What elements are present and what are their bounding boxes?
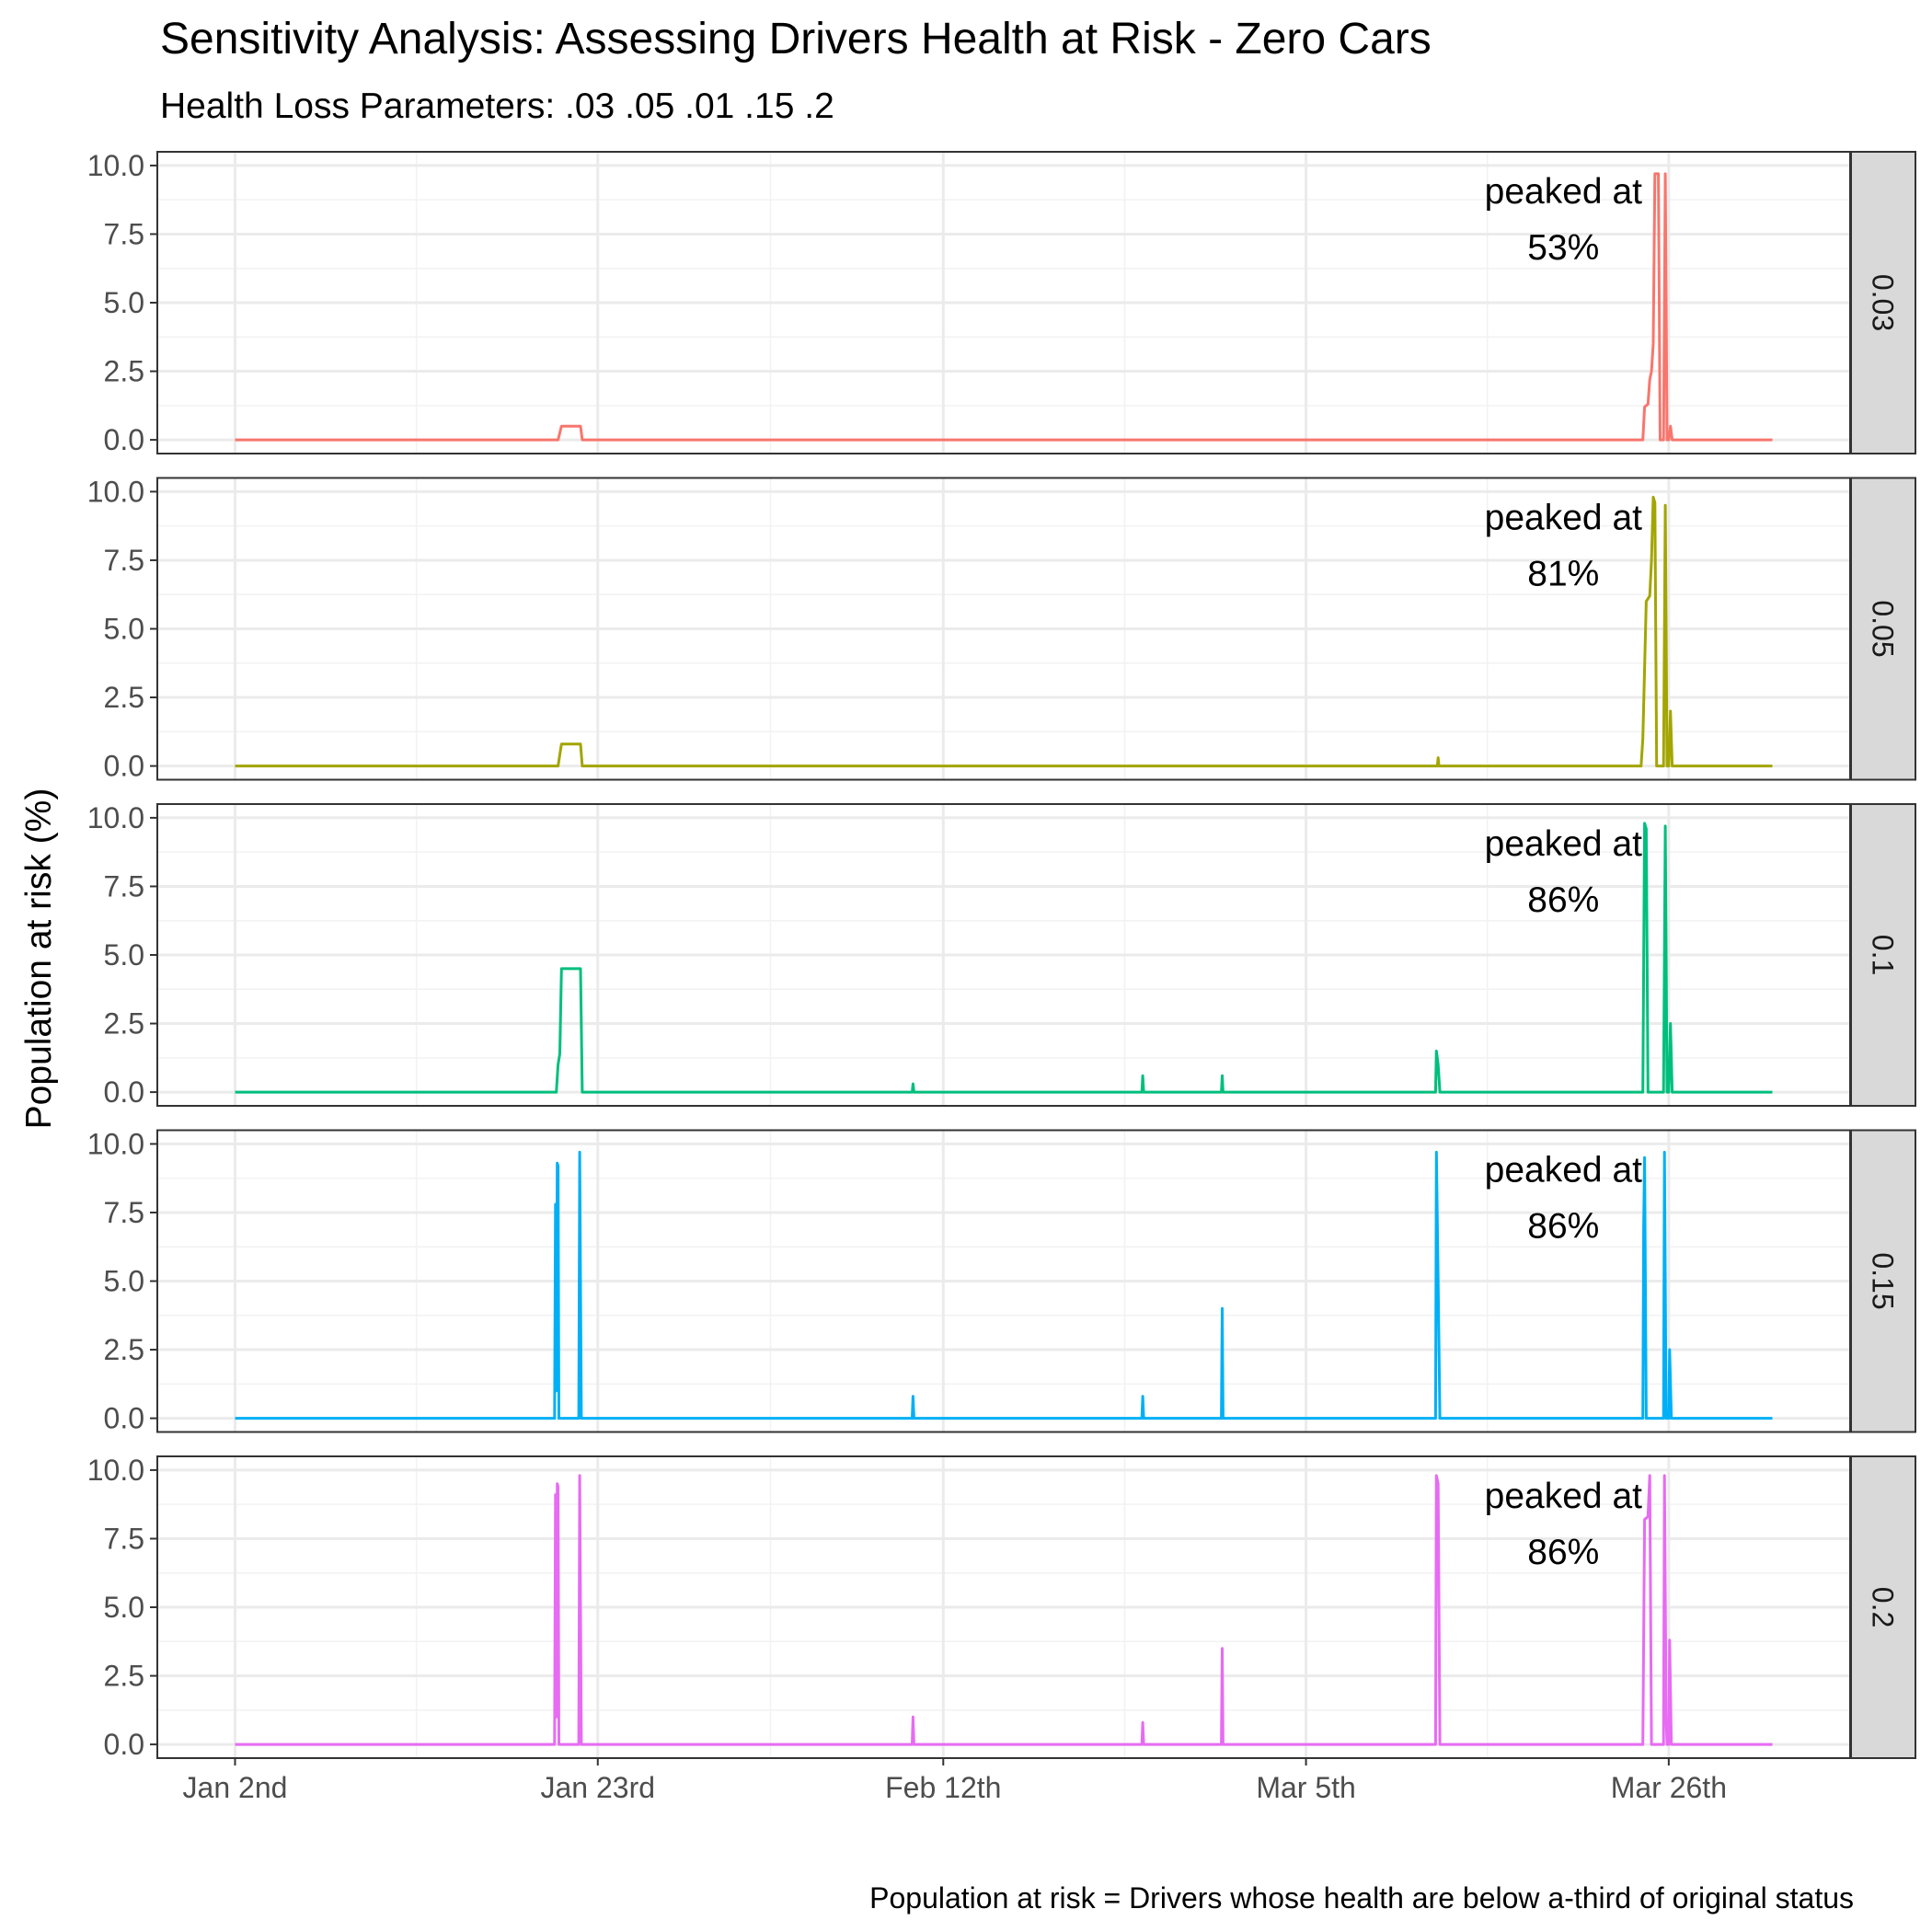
y-tick-label: 2.5 <box>104 681 144 714</box>
y-tick-label: 0.0 <box>104 423 144 456</box>
y-tick-label: 2.5 <box>104 1007 144 1041</box>
y-tick-label: 0.0 <box>104 1728 144 1761</box>
x-tick-label: Feb 12th <box>885 1771 1001 1804</box>
facet-panel-1: 0.0 2.5 5.0 7.5 10.0 peaked at 81% 0.05 <box>87 475 1916 783</box>
y-tick-label: 5.0 <box>104 286 144 319</box>
peak-annotation-value: 86% <box>1527 880 1599 920</box>
y-tick-label: 10.0 <box>87 1454 144 1487</box>
facet-panel-3: 0.0 2.5 5.0 7.5 10.0 peaked at 86% 0.15 <box>87 1127 1916 1435</box>
y-tick-label: 10.0 <box>87 475 144 508</box>
chart-caption: Population at risk = Drivers whose healt… <box>869 1881 1854 1915</box>
y-tick-label: 7.5 <box>104 869 144 903</box>
facet-panel-2: 0.0 2.5 5.0 7.5 10.0 peaked at 86% 0.1 <box>87 801 1916 1109</box>
y-tick-label: 5.0 <box>104 613 144 646</box>
y-tick-label: 7.5 <box>104 1522 144 1555</box>
x-axis: Jan 2nd Jan 23rd Feb 12th Mar 5th Mar 26th <box>183 1758 1727 1804</box>
y-axis-title: Population at risk (%) <box>19 788 59 1130</box>
chart-subtitle: Health Loss Parameters: .03 .05 .01 .15 … <box>160 86 834 126</box>
y-tick-label: 7.5 <box>104 217 144 250</box>
y-tick-label: 7.5 <box>104 1196 144 1229</box>
y-tick-label: 5.0 <box>104 938 144 972</box>
y-tick-label: 7.5 <box>104 544 144 577</box>
series-line-0.05 <box>235 495 1773 768</box>
peak-annotation-line1: peaked at <box>1485 499 1642 538</box>
peak-annotation-line1: peaked at <box>1485 1477 1642 1516</box>
y-tick-label: 2.5 <box>104 1660 144 1693</box>
y-tick-label: 10.0 <box>87 1127 144 1160</box>
chart-title: Sensitivity Analysis: Assessing Drivers … <box>160 15 1432 63</box>
y-tick-label: 0.0 <box>104 1075 144 1109</box>
facet-strip-label: 0.2 <box>1867 1587 1900 1627</box>
peak-annotation-value: 53% <box>1527 228 1599 268</box>
facet-panel-0: 0.0 2.5 5.0 7.5 10.0 peaked at 53% 0.03 <box>87 149 1916 456</box>
x-tick-label: Mar 26th <box>1611 1771 1727 1804</box>
peak-annotation-value: 86% <box>1527 1533 1599 1572</box>
facet-strip <box>1850 477 1916 781</box>
facet-strip <box>1850 803 1916 1107</box>
series-line-0.1 <box>235 822 1773 1094</box>
x-tick-label: Jan 2nd <box>183 1771 288 1804</box>
facet-strip <box>1850 151 1916 454</box>
series-line-0.2 <box>235 1474 1773 1746</box>
peak-annotation-line1: peaked at <box>1485 824 1642 864</box>
facet-panel-4: 0.0 2.5 5.0 7.5 10.0 peaked at 86% 0.2 <box>87 1454 1916 1761</box>
facet-panels: 0.0 2.5 5.0 7.5 10.0 peaked at 53% 0.03 0.0 2.5 5.… <box>87 149 1916 1761</box>
peak-annotation-line1: peaked at <box>1485 172 1642 212</box>
x-tick-label: Mar 5th <box>1256 1771 1355 1804</box>
series-line-0.03 <box>235 172 1773 442</box>
facet-strip-label: 0.03 <box>1867 274 1900 331</box>
series-line-0.15 <box>235 1150 1773 1420</box>
facet-strip-label: 0.1 <box>1867 935 1900 975</box>
y-tick-label: 2.5 <box>104 1333 144 1366</box>
y-tick-label: 0.0 <box>104 750 144 783</box>
facet-strip-label: 0.05 <box>1867 600 1900 657</box>
y-tick-label: 5.0 <box>104 1265 144 1298</box>
y-tick-label: 0.0 <box>104 1402 144 1435</box>
facet-strip-label: 0.15 <box>1867 1252 1900 1309</box>
peak-annotation-line1: peaked at <box>1485 1151 1642 1190</box>
x-tick-label: Jan 23rd <box>541 1771 656 1804</box>
peak-annotation-value: 86% <box>1527 1207 1599 1247</box>
y-tick-label: 5.0 <box>104 1591 144 1624</box>
facet-strip <box>1850 1455 1916 1759</box>
y-tick-label: 2.5 <box>104 355 144 388</box>
y-tick-label: 10.0 <box>87 149 144 182</box>
facet-strip <box>1850 1129 1916 1433</box>
y-tick-label: 10.0 <box>87 801 144 834</box>
peak-annotation-value: 81% <box>1527 555 1599 594</box>
